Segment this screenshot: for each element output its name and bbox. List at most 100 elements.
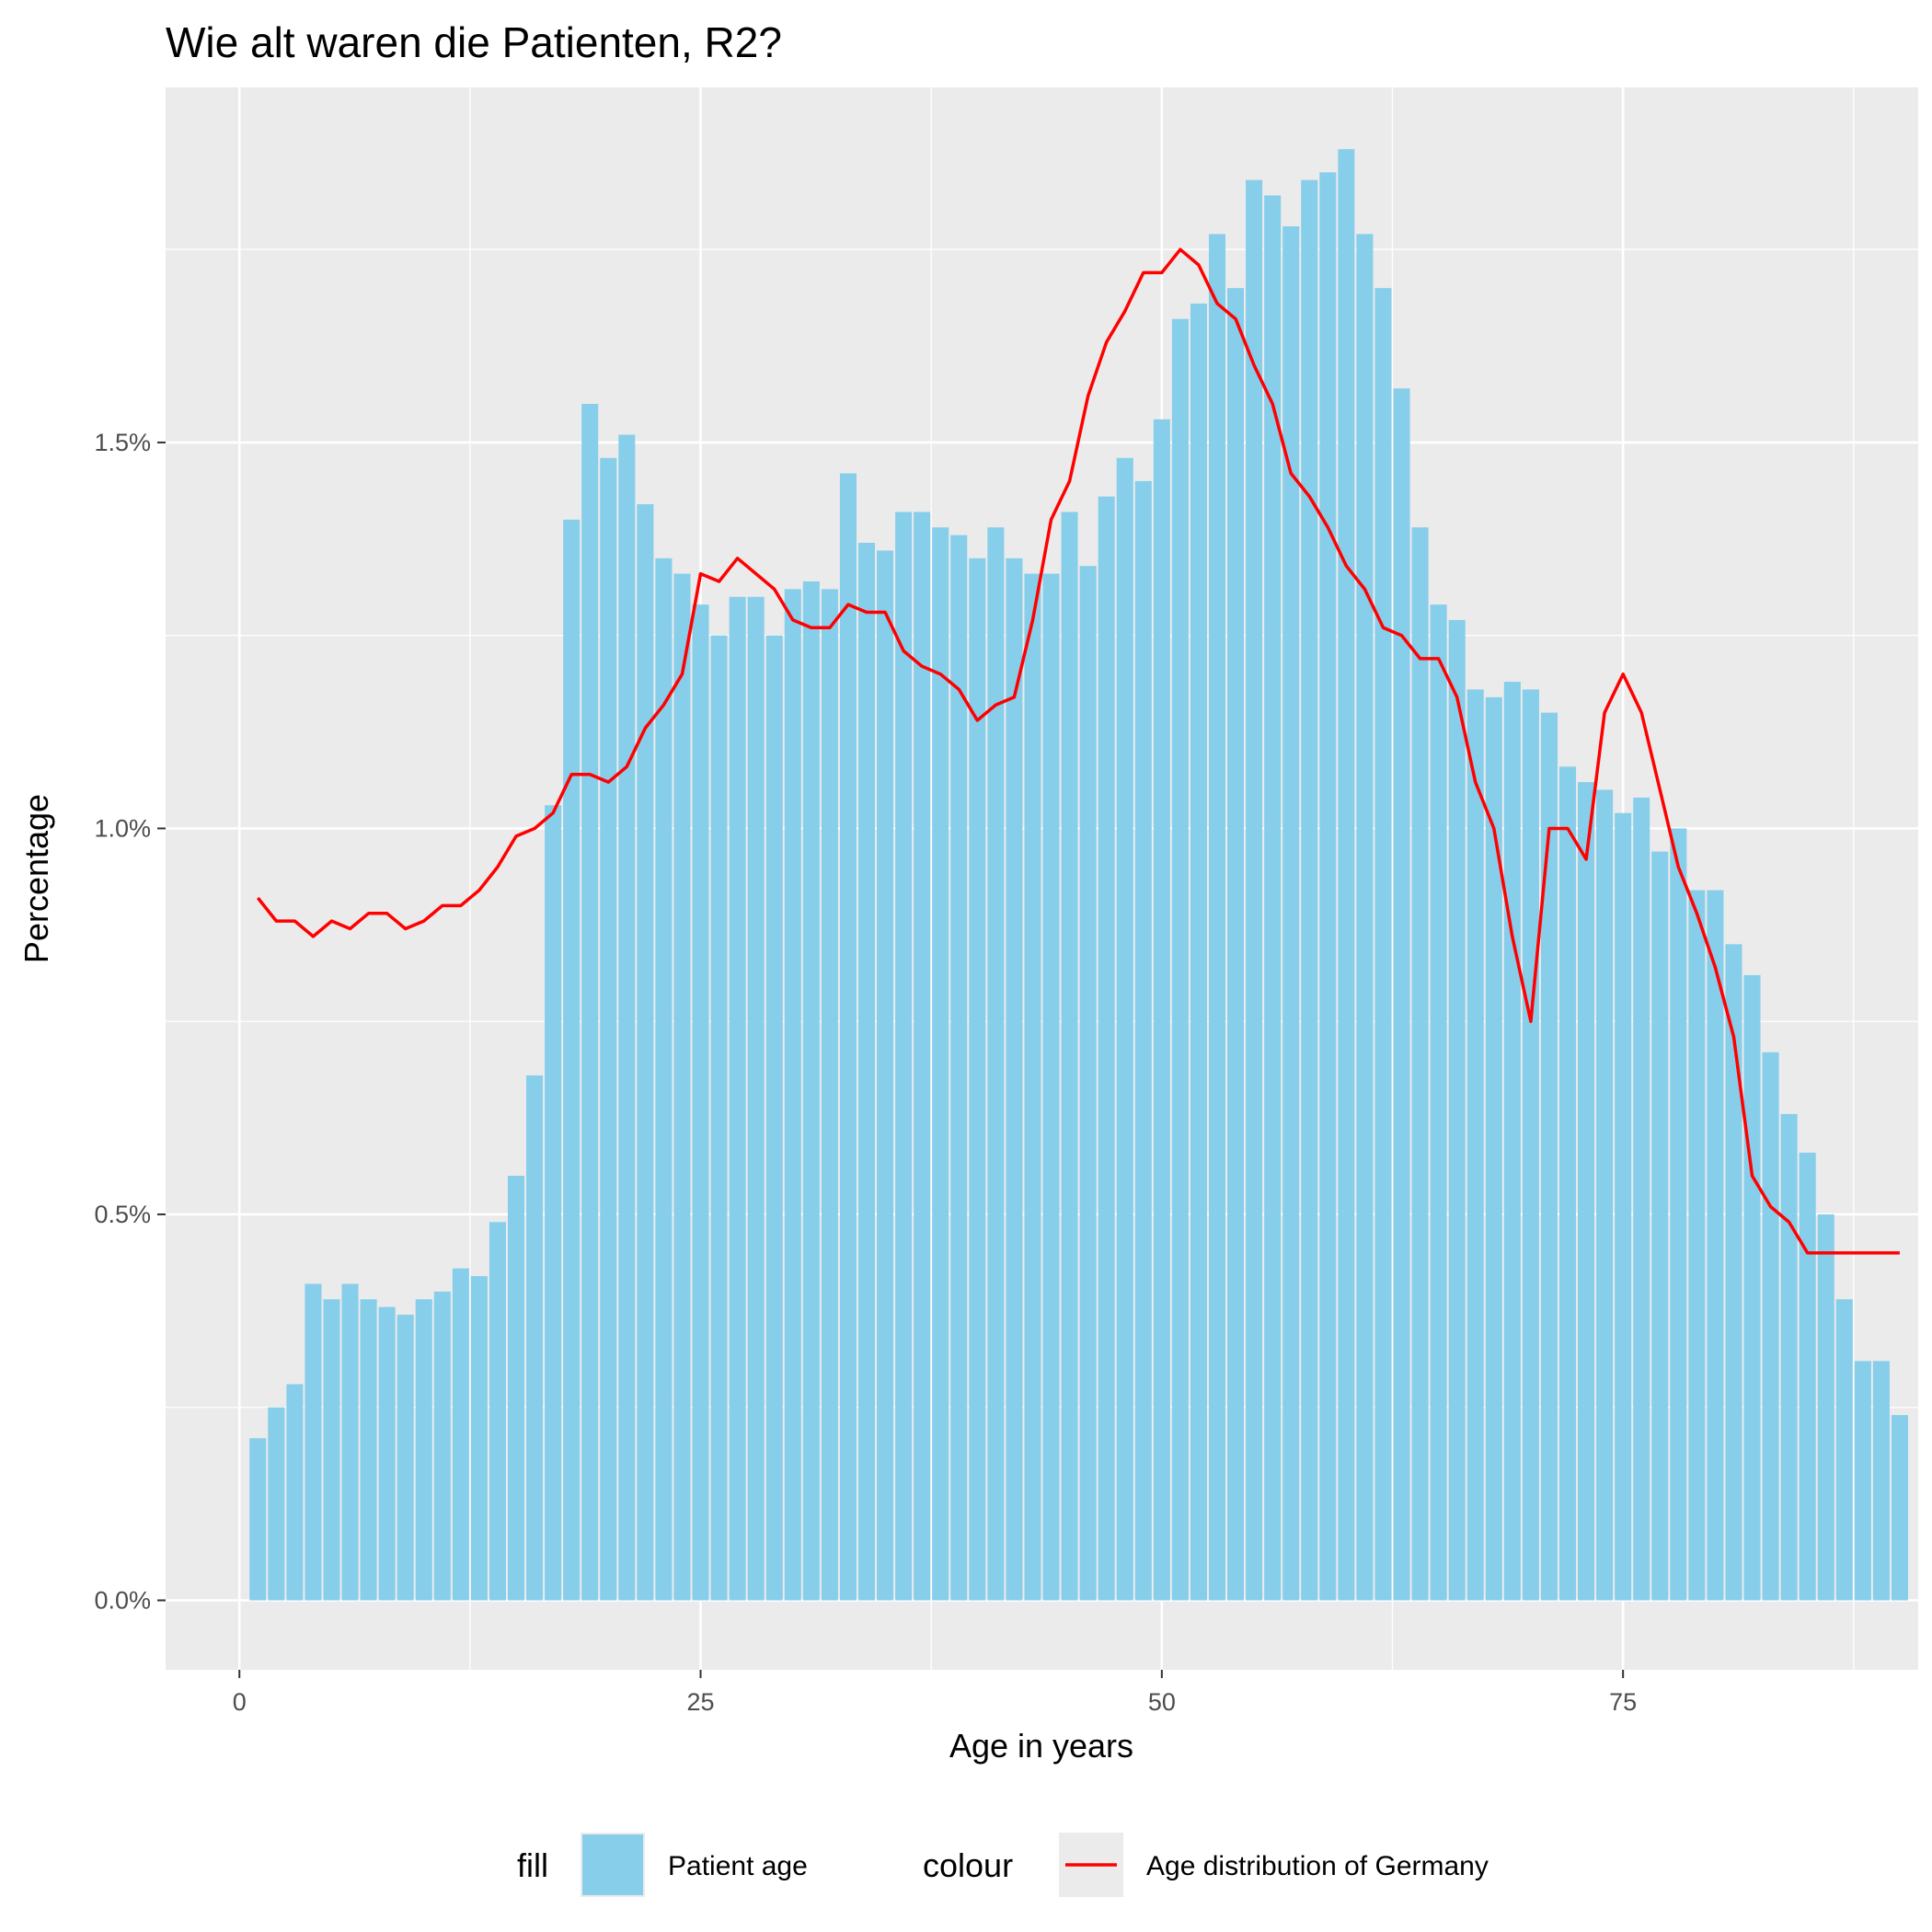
bar xyxy=(1651,851,1669,1601)
bar xyxy=(1707,890,1724,1601)
bar xyxy=(1098,496,1115,1601)
bar xyxy=(378,1306,396,1601)
bar xyxy=(1799,1152,1816,1601)
bar xyxy=(1558,766,1577,1601)
line-layer xyxy=(256,247,1900,1255)
bar xyxy=(1208,234,1226,1601)
bar xyxy=(1153,419,1170,1601)
x-axis: 0 25 50 75 xyxy=(233,1670,1637,1716)
y-tick-label: 0.0% xyxy=(94,1586,151,1614)
bar xyxy=(710,635,728,1601)
bar xyxy=(618,434,636,1601)
bar xyxy=(673,573,691,1601)
bar xyxy=(802,581,820,1601)
bar xyxy=(1872,1361,1890,1601)
x-tick-label: 0 xyxy=(233,1688,247,1716)
bar xyxy=(545,805,562,1601)
bar xyxy=(950,535,968,1601)
bar xyxy=(655,558,673,1601)
x-tick-label: 50 xyxy=(1148,1688,1176,1716)
bar xyxy=(433,1291,451,1601)
y-tick-label: 0.5% xyxy=(94,1201,151,1228)
bar xyxy=(563,519,581,1601)
bar xyxy=(747,596,765,1601)
bar xyxy=(1374,288,1392,1601)
bars-patient-age xyxy=(249,149,1908,1601)
bar xyxy=(914,512,931,1601)
bar xyxy=(600,457,617,1601)
bar xyxy=(1633,797,1650,1601)
bar xyxy=(857,543,876,1601)
bar xyxy=(1116,457,1133,1601)
bar xyxy=(1079,566,1097,1601)
bar xyxy=(1503,682,1521,1601)
bar xyxy=(1171,318,1189,1601)
bar xyxy=(581,404,599,1601)
bar xyxy=(765,635,783,1601)
bar xyxy=(1134,480,1152,1601)
bar xyxy=(1190,303,1207,1601)
bar xyxy=(1301,179,1318,1601)
legend-key-fill-swatch xyxy=(582,1834,643,1895)
bar xyxy=(1522,689,1539,1601)
legend-title-colour: colour xyxy=(923,1846,1013,1884)
bar xyxy=(1688,890,1706,1601)
bar xyxy=(1854,1361,1871,1601)
bar xyxy=(1762,1052,1779,1601)
bar xyxy=(1485,696,1502,1601)
bar xyxy=(1891,1415,1908,1601)
bar xyxy=(895,512,913,1601)
legend-label-age-distribution: Age distribution of Germany xyxy=(1146,1851,1489,1881)
bar xyxy=(470,1276,488,1601)
bar xyxy=(397,1315,414,1601)
bar xyxy=(1264,195,1282,1601)
bar xyxy=(1042,573,1060,1601)
bar xyxy=(507,1176,525,1601)
bar xyxy=(1448,619,1466,1601)
bar xyxy=(839,473,857,1601)
bar xyxy=(932,527,949,1601)
bar xyxy=(452,1268,469,1601)
bar xyxy=(489,1222,506,1601)
bar xyxy=(729,596,746,1601)
bar xyxy=(360,1299,377,1601)
bar xyxy=(1743,974,1761,1601)
bar xyxy=(286,1384,304,1601)
y-tick-label: 1.0% xyxy=(94,814,151,842)
bar xyxy=(1835,1299,1853,1601)
bar xyxy=(1319,172,1337,1601)
bar xyxy=(1024,573,1041,1601)
bar xyxy=(1615,812,1632,1601)
bar xyxy=(692,604,709,1601)
series-line-germany xyxy=(256,247,1900,1255)
bar xyxy=(1596,789,1614,1601)
bar xyxy=(1061,512,1078,1601)
x-tick-label: 25 xyxy=(687,1688,715,1716)
legend: fill Patient age colour Age distribution… xyxy=(517,1833,1489,1897)
y-axis: 0.0% 0.5% 1.0% 1.5% xyxy=(94,429,166,1614)
bar xyxy=(1246,179,1263,1601)
bar xyxy=(1578,782,1595,1601)
bar xyxy=(526,1075,544,1601)
bar xyxy=(821,589,838,1601)
bar xyxy=(987,527,1005,1601)
bar xyxy=(637,504,654,1601)
bar xyxy=(1725,944,1742,1601)
bar xyxy=(249,1438,267,1601)
x-axis-title: Age in years xyxy=(949,1727,1133,1765)
bar xyxy=(1006,558,1023,1601)
bar xyxy=(415,1299,432,1601)
bar xyxy=(1411,527,1429,1601)
bar xyxy=(1282,226,1300,1601)
bar xyxy=(1780,1113,1798,1601)
y-axis-title: Percentage xyxy=(17,794,55,963)
bar xyxy=(305,1283,322,1601)
bar xyxy=(1393,388,1410,1601)
bar xyxy=(1227,288,1245,1601)
x-tick-label: 75 xyxy=(1609,1688,1637,1716)
bar xyxy=(341,1283,359,1601)
bar xyxy=(969,558,986,1601)
bar xyxy=(1670,828,1687,1601)
bar xyxy=(323,1299,340,1601)
